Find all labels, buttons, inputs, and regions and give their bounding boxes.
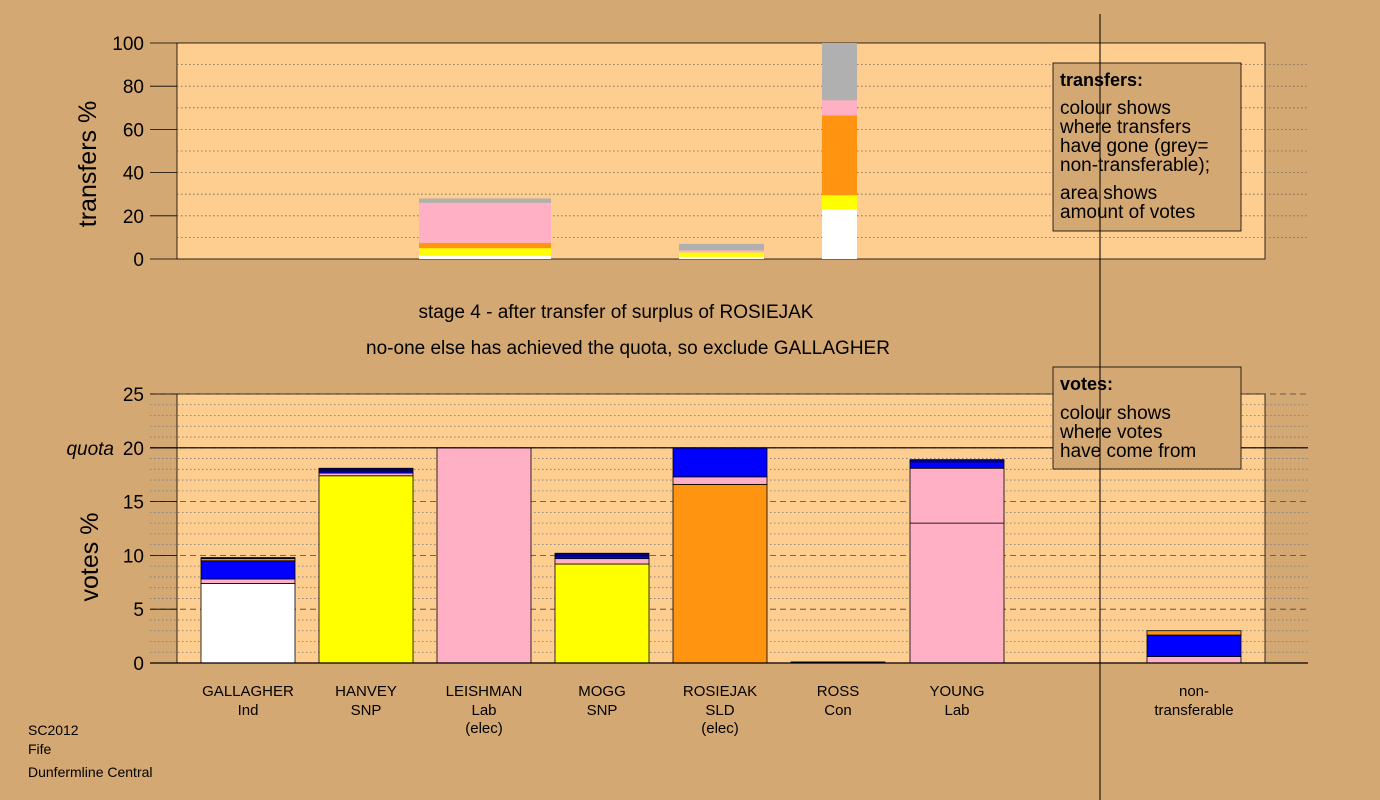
candidate-status: (elec)	[701, 720, 739, 737]
footer-council: Fife	[28, 741, 52, 757]
votes-tick-label: 25	[123, 385, 144, 406]
transfer-bar-segment	[822, 115, 857, 196]
footer: SC2012 Fife Dunfermline Central	[28, 722, 153, 780]
vote-bar-segment	[909, 467, 1005, 524]
candidate-party: SLD	[705, 702, 734, 719]
transfer-bar-segment	[419, 202, 551, 243]
candidate-name: GALLAGHER	[202, 683, 294, 700]
vote-bar-segment	[909, 459, 1005, 463]
vote-bar-segment	[554, 563, 650, 664]
votes-tick-label: 15	[123, 493, 144, 514]
transfers-bars	[419, 43, 857, 259]
vote-bar-segment	[554, 555, 650, 560]
transfers-y-axis-title: transfers %	[74, 101, 102, 227]
stage-decision: no-one else has achieved the quota, so e…	[366, 338, 890, 359]
votes-bars	[200, 447, 1242, 664]
votes-legend-line: have come from	[1060, 441, 1196, 462]
transfer-bar-segment	[679, 250, 764, 253]
votes-legend: votes: colour shows where votes have com…	[1052, 366, 1242, 470]
votes-legend-line: colour shows	[1060, 403, 1171, 424]
transfers-legend-line: have gone (grey=	[1060, 136, 1208, 157]
vote-bar-segment	[672, 447, 768, 478]
vote-bar-segment	[436, 447, 532, 664]
transfers-tick-label: 80	[123, 77, 144, 98]
vote-bar-segment	[554, 558, 650, 565]
vote-bar-segment	[200, 560, 296, 580]
nontransferable-bar-segment	[1146, 630, 1242, 636]
transfers-legend-line: area shows	[1060, 183, 1157, 204]
footer-ward: Dunfermline Central	[28, 764, 153, 780]
nontransferable-bar-segment	[1146, 656, 1242, 664]
votes-chart: 0 5 10 15 20 25 quota votes % GALLAGHER Ind HAN…	[66, 366, 1308, 737]
vote-bar-segment	[318, 475, 414, 664]
transfer-bar-segment	[822, 43, 857, 101]
transfers-tick-label: 20	[123, 207, 144, 228]
transfer-bar-segment	[419, 248, 551, 256]
votes-x-labels: GALLAGHERIndHANVEYSNPLEISHMANLab(elec)MO…	[202, 683, 1233, 737]
vote-bar-segment	[200, 578, 296, 584]
candidate-party: Lab	[944, 702, 969, 719]
votes-y-axis-title: votes %	[76, 513, 104, 602]
vote-bar-segment	[318, 472, 414, 477]
stage-description: stage 4 - after transfer of surplus of R…	[419, 302, 814, 323]
votes-tick-label: 20	[123, 439, 144, 460]
vote-bar-segment	[200, 582, 296, 664]
transfers-legend: transfers: colour shows where transfers …	[1052, 62, 1242, 232]
transfers-tick-label: 0	[133, 250, 144, 271]
votes-tick-label: 5	[133, 600, 144, 621]
votes-legend-line: where votes	[1059, 422, 1162, 443]
vote-bar-segment	[672, 476, 768, 485]
vote-bar-segment	[200, 557, 296, 560]
vote-bar-segment	[318, 467, 414, 472]
nontransferable-label: transferable	[1154, 702, 1233, 719]
nontransferable-bar-segment	[1146, 634, 1242, 657]
transfers-legend-line: colour shows	[1060, 98, 1171, 119]
transfers-legend-line: non-transferable);	[1060, 155, 1210, 176]
transfers-gridlines	[177, 64, 1308, 238]
candidate-party: Lab	[471, 702, 496, 719]
votes-legend-box	[1052, 366, 1242, 470]
candidate-party: Con	[824, 702, 852, 719]
candidate-name: LEISHMAN	[446, 683, 523, 700]
transfer-bar-segment	[419, 198, 551, 203]
transfers-tick-label: 60	[123, 120, 144, 141]
transfers-chart: 0 20 40 60 80 100 transfers % transfers: colo…	[74, 34, 1308, 271]
transfer-bar-segment	[822, 195, 857, 210]
quota-label: quota	[66, 439, 114, 460]
footer-election: SC2012	[28, 722, 79, 738]
votes-legend-title: votes:	[1060, 374, 1113, 394]
votes-tick-label: 10	[123, 546, 144, 567]
candidate-party: SNP	[351, 702, 382, 719]
votes-y-ticks: 0 5 10 15 20 25	[123, 385, 177, 675]
candidate-party: Ind	[238, 702, 259, 719]
vote-bar-segment	[909, 522, 1005, 664]
candidate-name: HANVEY	[335, 683, 397, 700]
candidate-party: SNP	[587, 702, 618, 719]
transfer-bar-segment	[822, 100, 857, 116]
transfer-bar-segment	[419, 242, 551, 249]
transfers-tick-label: 100	[112, 34, 144, 55]
transfers-legend-box	[1052, 62, 1242, 232]
transfer-bar-segment	[679, 256, 764, 259]
transfers-tick-label: 40	[123, 164, 144, 185]
nontransferable-label: non-	[1179, 683, 1209, 700]
vote-bar-segment	[554, 552, 650, 557]
transfers-legend-title: transfers:	[1060, 70, 1143, 90]
transfers-y-ticks: 0 20 40 60 80 100	[112, 34, 177, 271]
candidate-name: MOGG	[578, 683, 626, 700]
transfers-legend-line: where transfers	[1059, 117, 1191, 138]
transfer-bar-segment	[822, 209, 857, 259]
candidate-status: (elec)	[465, 720, 503, 737]
transfer-bar-segment	[419, 255, 551, 259]
candidate-name: ROSIEJAK	[683, 683, 757, 700]
transfer-bar-segment	[679, 252, 764, 257]
vote-bar-segment	[909, 461, 1005, 469]
transfer-bar-segment	[679, 243, 764, 251]
candidate-name: ROSS	[817, 683, 860, 700]
votes-tick-label: 0	[133, 654, 144, 675]
vote-bar-segment	[672, 483, 768, 664]
transfers-legend-line: amount of votes	[1060, 202, 1195, 223]
candidate-name: YOUNG	[929, 683, 984, 700]
